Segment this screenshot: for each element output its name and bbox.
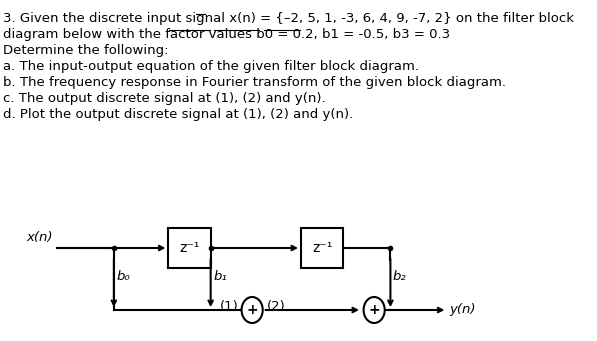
Text: b₁: b₁ — [213, 270, 227, 283]
Text: +: + — [368, 303, 380, 317]
FancyBboxPatch shape — [301, 228, 343, 268]
Text: c. The output discrete signal at (1), (2) and y(n).: c. The output discrete signal at (1), (2… — [3, 92, 326, 105]
Text: 3. Given the discrete input signal x(n) = {–2, 5, 1, -3, 6, 4, 9, -7, 2} on the : 3. Given the discrete input signal x(n) … — [3, 12, 574, 25]
Text: x(n): x(n) — [26, 232, 53, 244]
Text: +: + — [247, 303, 258, 317]
Text: (1): (1) — [220, 300, 239, 313]
Text: d. Plot the output discrete signal at (1), (2) and y(n).: d. Plot the output discrete signal at (1… — [3, 108, 353, 121]
Circle shape — [364, 297, 384, 323]
Text: diagram below with the factor values b0 = 0.2, b1 = -0.5, b3 = 0.3: diagram below with the factor values b0 … — [3, 28, 450, 41]
Circle shape — [242, 297, 263, 323]
Text: y(n): y(n) — [450, 303, 476, 316]
Text: (2): (2) — [267, 300, 286, 313]
Text: b₂: b₂ — [393, 270, 407, 283]
Text: b₀: b₀ — [116, 270, 130, 283]
FancyBboxPatch shape — [168, 228, 211, 268]
Text: Determine the following:: Determine the following: — [3, 44, 169, 57]
Text: a. The input-output equation of the given filter block diagram.: a. The input-output equation of the give… — [3, 60, 419, 73]
Text: z⁻¹: z⁻¹ — [312, 241, 333, 255]
Text: b. The frequency response in Fourier transform of the given block diagram.: b. The frequency response in Fourier tra… — [3, 76, 506, 89]
Text: z⁻¹: z⁻¹ — [179, 241, 200, 255]
